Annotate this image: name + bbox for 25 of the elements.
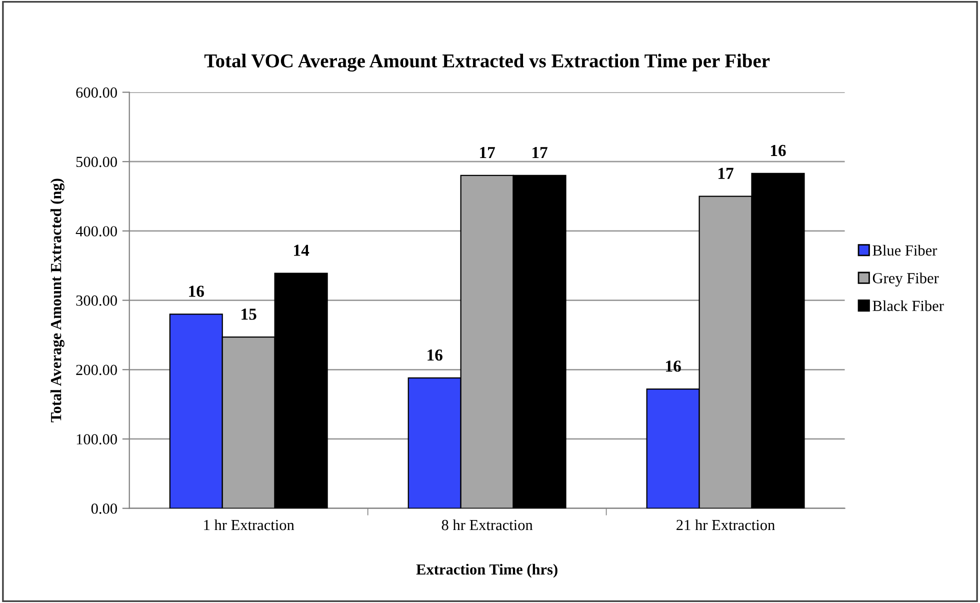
x-axis-title: Extraction Time (hrs) bbox=[416, 564, 558, 578]
y-tick-label: 400.00 bbox=[76, 226, 117, 236]
legend-label: Black Fiber bbox=[872, 300, 944, 312]
annotation: 15 bbox=[242, 308, 256, 320]
annotation: 16 bbox=[770, 144, 786, 156]
y-tick-label: 200.00 bbox=[76, 364, 117, 376]
y-tick-label: 0.00 bbox=[91, 503, 117, 514]
x-tick-label: 21 hr Extraction bbox=[676, 519, 775, 530]
annotation: 17 bbox=[718, 168, 734, 179]
y-tick-label: 100.00 bbox=[76, 434, 117, 444]
legend-label: Grey Fiber bbox=[872, 272, 939, 286]
annotation: 16 bbox=[189, 286, 204, 297]
y-axis-title: Total Average Amount Extracted (ng) bbox=[50, 178, 64, 422]
y-tick-label: 300.00 bbox=[76, 295, 117, 306]
y-tick-label: 500.00 bbox=[76, 156, 117, 168]
x-tick-label: 1 hr Extraction bbox=[204, 519, 294, 530]
annotation: 16 bbox=[428, 349, 442, 361]
x-tick-label: 8 hr Extraction bbox=[442, 519, 533, 530]
annotation: 16 bbox=[666, 360, 681, 372]
legend-label: Blue Fiber bbox=[872, 244, 938, 256]
y-tick-label: 600.00 bbox=[76, 87, 117, 98]
annotation: 17 bbox=[480, 147, 495, 158]
annotation: 14 bbox=[294, 244, 310, 256]
chart-title: Total VOC Average Amount Extracted vs Extraction Time per Fiber bbox=[204, 54, 770, 72]
annotation: 17 bbox=[532, 147, 548, 158]
